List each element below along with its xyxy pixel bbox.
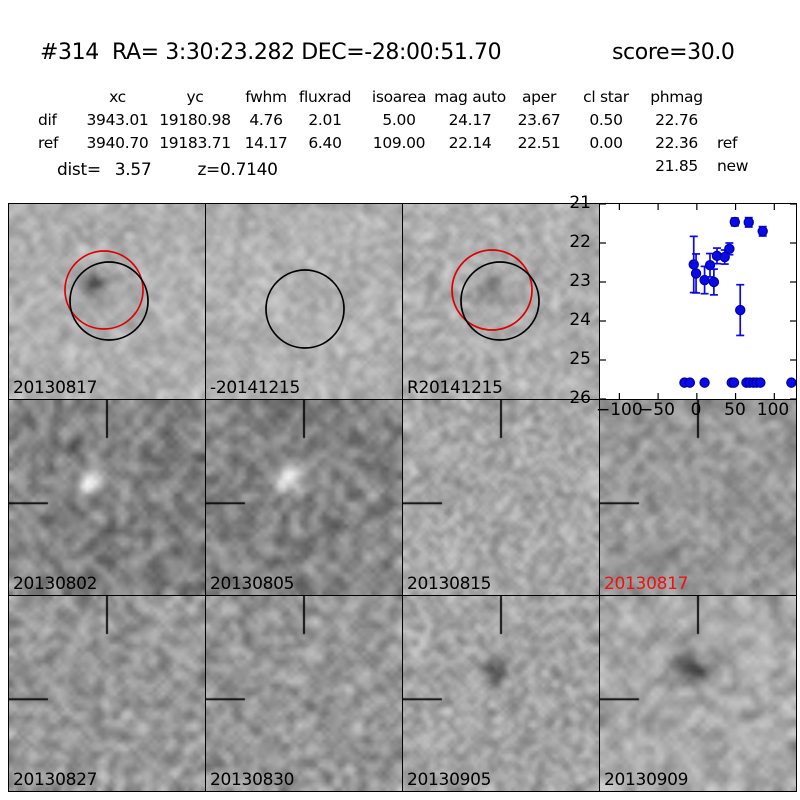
photometry-header-row: xc yc fwhm fluxrad isoarea mag auto aper… — [0, 88, 800, 108]
col-phmag: phmag — [650, 88, 703, 106]
photometry-row-new: 21.85 new — [0, 157, 800, 177]
page-title: #314 RA= 3:30:23.282 DEC=-28:00:51.70 sc… — [0, 40, 800, 66]
stamp-20130802: 20130802 — [8, 399, 206, 596]
dif-cl-star: 0.50 — [589, 111, 623, 129]
candidate-coordinates: RA= 3:30:23.282 DEC=-28:00:51.70 — [112, 40, 502, 65]
stamp-date-label: 20130827 — [13, 770, 98, 790]
stamp-20130815: 20130815 — [402, 399, 600, 596]
stamp-image — [9, 400, 205, 595]
dif-mag-auto: 24.17 — [448, 111, 492, 129]
stamp-date-label: 20130830 — [210, 770, 295, 790]
dif-xc: 3943.01 — [86, 111, 149, 129]
col-fwhm: fwhm — [245, 88, 287, 106]
stamp-date-label: 20130802 — [13, 574, 98, 594]
stamp-20130805: 20130805 — [205, 399, 403, 596]
stamp-image — [9, 204, 205, 399]
col-fluxrad: fluxrad — [298, 88, 352, 106]
dif-yc: 19180.98 — [159, 111, 231, 129]
stamp-date-label: -20141215 — [210, 378, 300, 398]
ref-aper: 22.51 — [517, 134, 561, 152]
photometry-row-dif: dif 3943.01 19180.98 4.76 2.01 5.00 24.1… — [0, 111, 800, 131]
stamp-date-label: 20130905 — [407, 770, 492, 790]
y-tick-26: 26 — [569, 388, 591, 408]
ref-mag-auto: 22.14 — [448, 134, 492, 152]
y-tick-23: 23 — [569, 271, 591, 291]
candidate-score: score=30.0 — [612, 40, 735, 65]
stamp-date-label: 20130817 — [13, 378, 98, 398]
x-tick-m100: −100 — [596, 400, 643, 420]
dist-value: 3.57 — [114, 160, 152, 180]
stamp-date-label: 20130815 — [407, 574, 492, 594]
stamp-20130817-current: 20130817 — [599, 399, 797, 596]
light-curve-panel — [599, 203, 797, 400]
y-tick-24: 24 — [569, 310, 591, 330]
candidate-id: #314 — [40, 40, 99, 65]
stamp-date-label: R20141215 — [407, 378, 503, 398]
stamp-image — [206, 204, 402, 399]
stamp-image — [403, 596, 599, 791]
y-tick-25: 25 — [569, 349, 591, 369]
col-mag-auto: mag auto — [434, 88, 506, 106]
col-cl-star: cl star — [583, 88, 629, 106]
stamp-image — [9, 596, 205, 791]
new-suffix: new — [717, 157, 749, 175]
stamp-20130830: 20130830 — [205, 595, 403, 792]
ref-fwhm: 14.17 — [244, 134, 288, 152]
x-tick-100: 100 — [756, 400, 790, 420]
stamp-grid: 20130817 -20141215 R20141215 20130802 20… — [8, 193, 797, 792]
stamp-20130905: 20130905 — [402, 595, 600, 792]
stamp-ref-neg-20141215: -20141215 — [205, 203, 403, 400]
new-phmag: 21.85 — [655, 157, 698, 175]
row-label-dif: dif — [38, 111, 57, 129]
dif-aper: 23.67 — [517, 111, 561, 129]
ref-xc: 3940.70 — [86, 134, 149, 152]
stamp-image — [600, 400, 796, 595]
dif-phmag: 22.76 — [655, 111, 698, 129]
col-xc: xc — [109, 88, 126, 106]
stamp-date-label: 20130805 — [210, 574, 295, 594]
ref-fluxrad: 6.40 — [308, 134, 342, 152]
stamp-20130909: 20130909 — [599, 595, 797, 792]
x-tick-m50: −50 — [639, 400, 675, 420]
ref-phmag: 22.36 — [655, 134, 698, 152]
row-label-ref: ref — [38, 134, 59, 152]
ref-isoarea: 109.00 — [372, 134, 426, 152]
dist-label: dist= — [57, 160, 101, 180]
redshift-value: z=0.7140 — [197, 160, 278, 180]
col-isoarea: isoarea — [371, 88, 427, 106]
light-curve-plot — [600, 203, 797, 400]
stamp-image — [206, 400, 402, 595]
stamp-date-label: 20130909 — [604, 770, 689, 790]
ref-suffix: ref — [717, 134, 738, 152]
dif-fwhm: 4.76 — [249, 111, 283, 129]
col-yc: yc — [186, 88, 204, 106]
x-tick-50: 50 — [724, 400, 746, 420]
ref-yc: 19183.71 — [159, 134, 231, 152]
stamp-image — [403, 400, 599, 595]
stamp-20130827: 20130827 — [8, 595, 206, 792]
col-aper: aper — [521, 88, 557, 106]
dif-fluxrad: 2.01 — [308, 111, 342, 129]
ref-cl-star: 0.00 — [589, 134, 623, 152]
y-tick-21: 21 — [569, 193, 591, 213]
dist-z-line: dist= 3.57 z=0.7140 — [57, 160, 278, 180]
x-tick-0: 0 — [690, 400, 702, 420]
photometry-row-ref: ref 3940.70 19183.71 14.17 6.40 109.00 2… — [0, 134, 800, 154]
stamp-diff-20130817: 20130817 — [8, 203, 206, 400]
stamp-date-label-highlighted: 20130817 — [604, 574, 689, 594]
stamp-image — [600, 596, 796, 791]
dif-isoarea: 5.00 — [382, 111, 416, 129]
y-tick-22: 22 — [569, 232, 591, 252]
stamp-image — [206, 596, 402, 791]
